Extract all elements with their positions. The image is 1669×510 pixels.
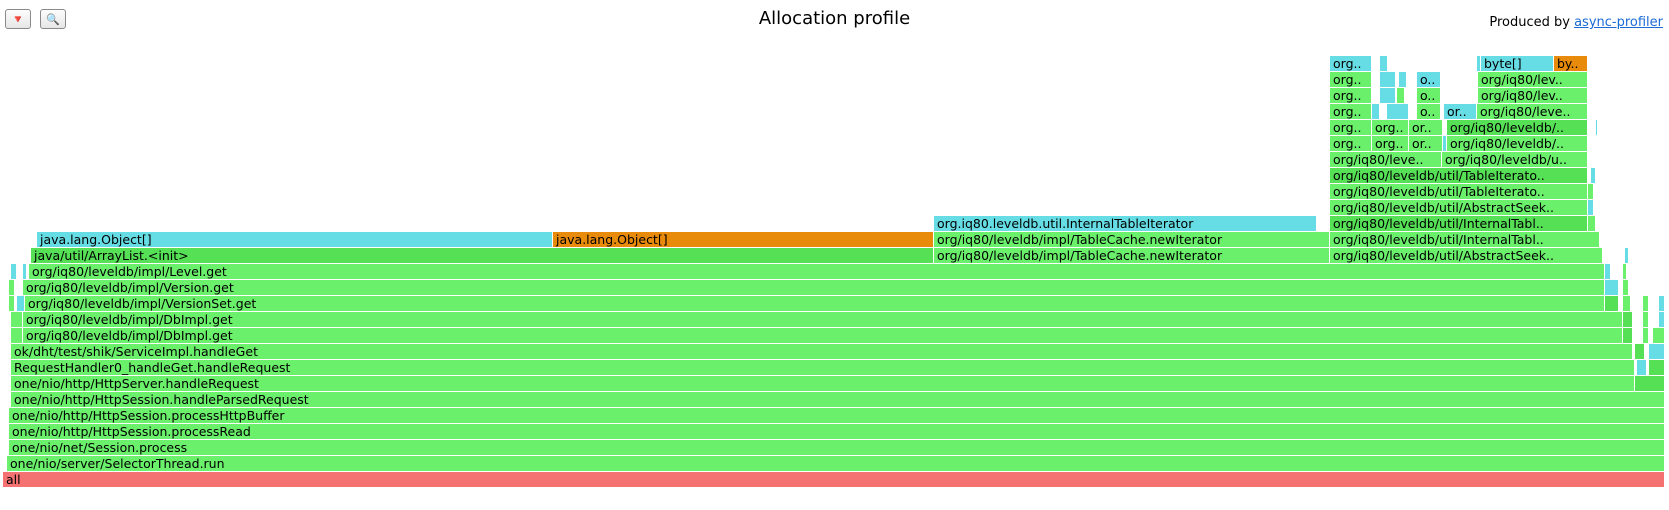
- frame[interactable]: org..: [1330, 56, 1372, 71]
- frame[interactable]: org/iq80/leveldb/util/TableIterato..: [1330, 168, 1588, 183]
- credit-prefix: Produced by: [1489, 15, 1570, 30]
- frame[interactable]: one/nio/net/Session.process: [9, 440, 1665, 455]
- frame-unlabeled[interactable]: [1623, 312, 1633, 327]
- frame[interactable]: or..: [1409, 136, 1443, 151]
- frame[interactable]: org/iq80/leveldb/impl/TableCache.newIter…: [934, 248, 1330, 263]
- frame-unlabeled[interactable]: [1380, 72, 1396, 87]
- frame[interactable]: org..: [1330, 104, 1372, 119]
- frame[interactable]: ok/dht/test/shik/ServiceImpl.handleGet: [11, 344, 1633, 359]
- frame[interactable]: org/iq80/leveldb/impl/Version.get: [23, 280, 1605, 295]
- frame-unlabeled[interactable]: [1380, 56, 1388, 71]
- frame[interactable]: org/iq80/lev..: [1478, 72, 1588, 87]
- frame[interactable]: org/iq80/leveldb/util/InternalTabl..: [1330, 232, 1600, 247]
- frame[interactable]: one/nio/http/HttpSession.processRead: [9, 424, 1665, 439]
- frame-unlabeled[interactable]: [1588, 200, 1594, 215]
- frame-unlabeled[interactable]: [1659, 296, 1665, 311]
- frame-unlabeled[interactable]: [1643, 328, 1649, 343]
- frame-unlabeled[interactable]: [1397, 88, 1405, 103]
- frame-unlabeled[interactable]: [1399, 72, 1407, 87]
- frame-unlabeled[interactable]: [1588, 216, 1596, 231]
- frame-unlabeled[interactable]: [23, 264, 27, 279]
- frame[interactable]: org/iq80/leveldb/..: [1447, 120, 1588, 135]
- frame-unlabeled[interactable]: [1635, 344, 1645, 359]
- frame-unlabeled[interactable]: [1372, 104, 1380, 119]
- search-button[interactable]: 🔍: [40, 9, 66, 29]
- frame[interactable]: o..: [1417, 88, 1441, 103]
- frame[interactable]: org/iq80/leveldb/impl/VersionSet.get: [25, 296, 1605, 311]
- frame-unlabeled[interactable]: [1625, 248, 1629, 263]
- frame-unlabeled[interactable]: [1623, 328, 1633, 343]
- frame[interactable]: org/iq80/leveldb/impl/DbImpl.get: [23, 312, 1623, 327]
- frame[interactable]: or..: [1444, 104, 1477, 119]
- frame[interactable]: org/iq80/leveldb/impl/Level.get: [29, 264, 1605, 279]
- frame[interactable]: java.lang.Object[]: [553, 232, 934, 247]
- frame[interactable]: one/nio/http/HttpServer.handleRequest: [11, 376, 1635, 391]
- frame-unlabeled[interactable]: [9, 296, 15, 311]
- frame-unlabeled[interactable]: [1623, 280, 1629, 295]
- frame-unlabeled[interactable]: [1649, 360, 1665, 375]
- frame[interactable]: org/iq80/leveldb/..: [1447, 136, 1588, 151]
- frame[interactable]: org/iq80/leve..: [1477, 104, 1588, 119]
- frame-unlabeled[interactable]: [1653, 328, 1665, 343]
- frame-unlabeled[interactable]: [11, 328, 23, 343]
- magnifier-icon: 🔍: [46, 13, 60, 26]
- frame[interactable]: org/iq80/lev..: [1478, 88, 1588, 103]
- frame[interactable]: org/iq80/leveldb/impl/DbImpl.get: [23, 328, 1623, 343]
- frame[interactable]: java/util/ArrayList.<init>: [31, 248, 934, 263]
- page-title: Allocation profile: [758, 8, 911, 29]
- frame[interactable]: byte[]: [1481, 56, 1554, 71]
- frame[interactable]: org..: [1330, 120, 1372, 135]
- frame[interactable]: RequestHandler0_handleGet.handleRequest: [11, 360, 1635, 375]
- frame[interactable]: org/iq80/leveldb/u..: [1442, 152, 1588, 167]
- frame[interactable]: org..: [1330, 136, 1372, 151]
- frame-unlabeled[interactable]: [1659, 312, 1665, 327]
- frame[interactable]: one/nio/http/HttpSession.processHttpBuff…: [9, 408, 1665, 423]
- frame-unlabeled[interactable]: [1605, 296, 1619, 311]
- frame-unlabeled[interactable]: [1623, 264, 1627, 279]
- frame-unlabeled[interactable]: [1635, 376, 1665, 391]
- frame[interactable]: org/iq80/leve..: [1330, 152, 1442, 167]
- frame-unlabeled[interactable]: [1649, 344, 1665, 359]
- frame-unlabeled[interactable]: [1443, 136, 1447, 151]
- frame-unlabeled[interactable]: [1477, 56, 1481, 71]
- frame-unlabeled[interactable]: [1605, 280, 1619, 295]
- frame[interactable]: org.iq80.leveldb.util.InternalTableItera…: [934, 216, 1317, 231]
- frame[interactable]: org/iq80/leveldb/util/TableIterato..: [1330, 184, 1588, 199]
- frame-unlabeled[interactable]: [1596, 120, 1598, 135]
- frame-unlabeled[interactable]: [17, 296, 25, 311]
- frame[interactable]: org..: [1372, 136, 1409, 151]
- frame[interactable]: by..: [1554, 56, 1588, 71]
- frame[interactable]: org..: [1330, 88, 1372, 103]
- frame-unlabeled[interactable]: [9, 280, 15, 295]
- reverse-button[interactable]: 🔻: [5, 9, 31, 29]
- frame[interactable]: java.lang.Object[]: [37, 232, 553, 247]
- frame-unlabeled[interactable]: [1588, 184, 1594, 199]
- frame[interactable]: org/iq80/leveldb/util/InternalTabl..: [1330, 216, 1588, 231]
- credit: Produced by async-profiler: [1489, 15, 1663, 30]
- red-triangle-icon: 🔻: [11, 13, 25, 26]
- frame[interactable]: o..: [1417, 72, 1441, 87]
- frame[interactable]: one/nio/server/SelectorThread.run: [7, 456, 1665, 471]
- frame[interactable]: or..: [1409, 120, 1443, 135]
- frame-unlabeled[interactable]: [1380, 88, 1396, 103]
- frame-unlabeled[interactable]: [1643, 312, 1649, 327]
- frame-unlabeled[interactable]: [1623, 296, 1631, 311]
- frame[interactable]: org..: [1330, 72, 1372, 87]
- frame-unlabeled[interactable]: [1643, 296, 1649, 311]
- frame[interactable]: one/nio/http/HttpSession.handleParsedReq…: [11, 392, 1665, 407]
- async-profiler-link[interactable]: async-profiler: [1574, 15, 1663, 30]
- frame-unlabeled[interactable]: [1591, 168, 1596, 183]
- frame[interactable]: all: [3, 472, 1665, 487]
- frame[interactable]: org/iq80/leveldb/util/AbstractSeek..: [1330, 200, 1588, 215]
- frame-unlabeled[interactable]: [1637, 360, 1647, 375]
- frame-unlabeled[interactable]: [1387, 104, 1409, 119]
- frame[interactable]: o..: [1417, 104, 1441, 119]
- frame[interactable]: org/iq80/leveldb/impl/TableCache.newIter…: [934, 232, 1330, 247]
- frame-unlabeled[interactable]: [11, 264, 17, 279]
- frame-unlabeled[interactable]: [11, 312, 23, 327]
- frame[interactable]: org..: [1372, 120, 1409, 135]
- frame-unlabeled[interactable]: [1605, 264, 1611, 279]
- frame[interactable]: org/iq80/leveldb/util/AbstractSeek..: [1330, 248, 1603, 263]
